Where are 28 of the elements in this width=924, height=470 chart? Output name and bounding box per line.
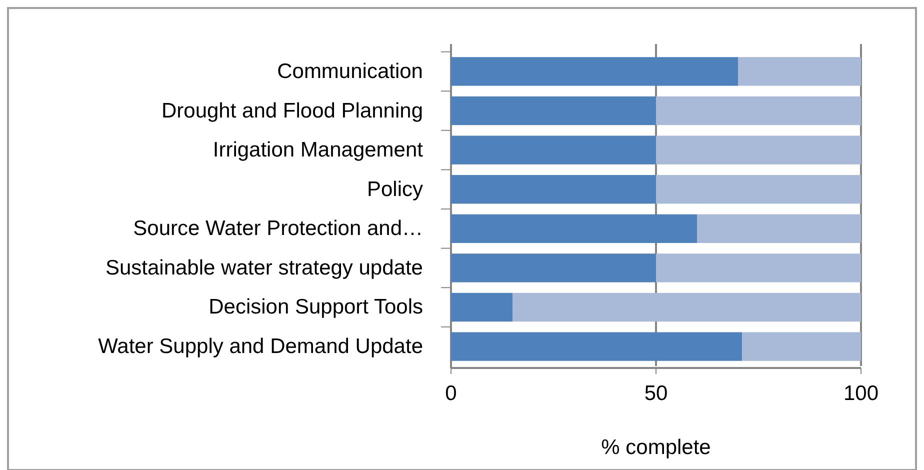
bar xyxy=(656,175,861,204)
x-tick-label: 50 xyxy=(644,382,668,405)
x-tick-label: 0 xyxy=(445,382,457,405)
y-tick-label: Drought and Flood Planning xyxy=(161,99,423,122)
bar xyxy=(451,175,656,204)
y-tick-label: Policy xyxy=(366,178,424,201)
y-tick-label: Irrigation Management xyxy=(212,138,424,162)
bar xyxy=(451,57,738,86)
y-tick-label: Decision Support Tools xyxy=(208,296,423,319)
bar xyxy=(451,292,512,322)
bar xyxy=(451,136,656,164)
bar xyxy=(697,214,861,243)
bar xyxy=(742,332,861,361)
bar xyxy=(451,214,697,243)
y-tick-label: Water Supply and Demand Update xyxy=(98,335,423,358)
bar xyxy=(451,254,656,282)
bar xyxy=(656,96,861,126)
y-tick-label: Communication xyxy=(277,60,423,83)
bar xyxy=(738,57,861,86)
bar xyxy=(656,136,861,164)
bar xyxy=(512,292,861,322)
y-tick-label: Sustainable water strategy update xyxy=(105,256,423,280)
x-tick-label: 100 xyxy=(843,382,879,405)
bar xyxy=(656,254,861,282)
x-axis-title: % complete xyxy=(601,436,711,459)
y-tick-label: Source Water Protection and… xyxy=(133,217,423,240)
bar xyxy=(451,332,742,361)
bar xyxy=(451,96,656,126)
